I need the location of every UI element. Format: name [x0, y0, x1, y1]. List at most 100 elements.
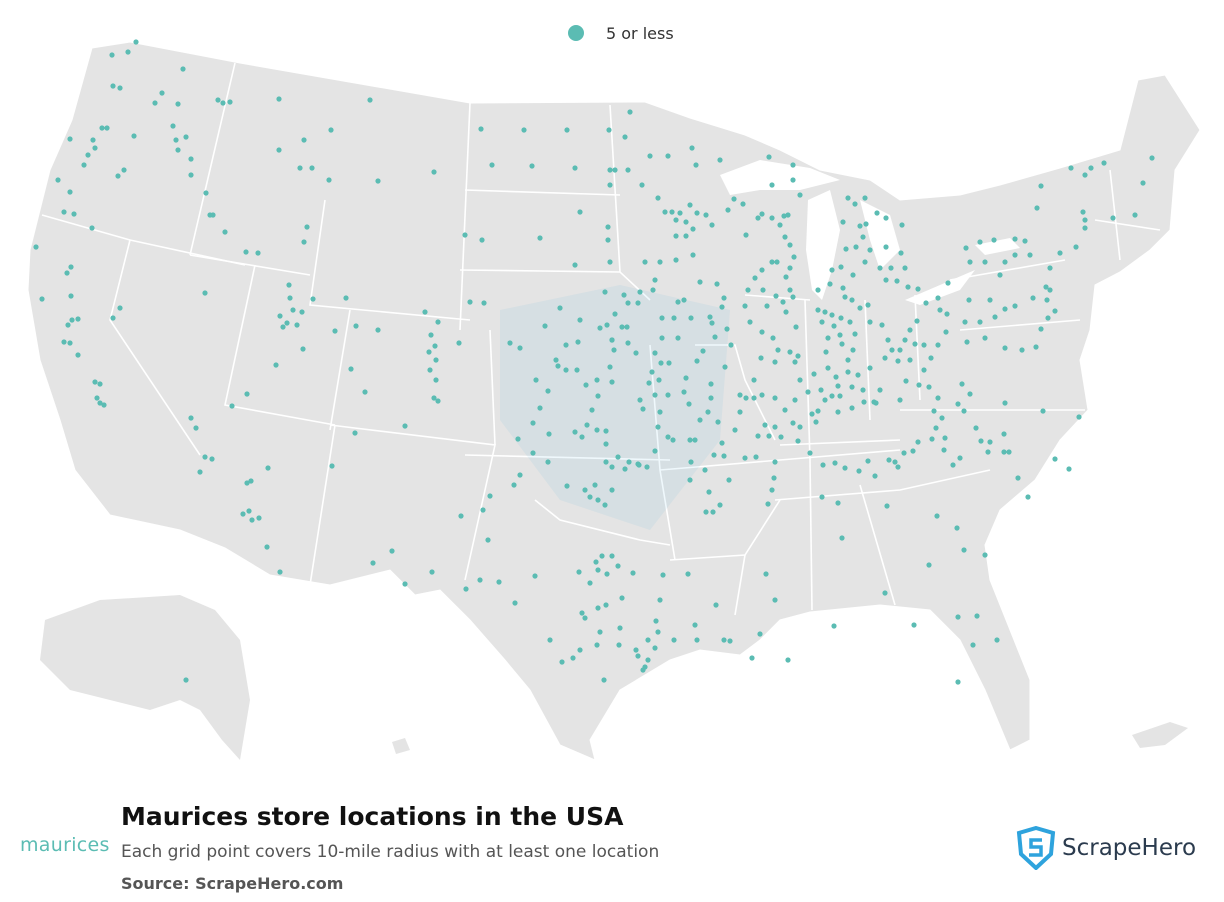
store-location-dot — [778, 434, 784, 440]
store-location-dot — [121, 167, 127, 173]
store-location-dot — [962, 319, 968, 325]
store-location-dot — [639, 182, 645, 188]
store-location-dot — [511, 482, 517, 488]
store-location-dot — [903, 378, 909, 384]
store-location-dot — [609, 553, 615, 559]
store-location-dot — [427, 367, 433, 373]
store-location-dot — [825, 365, 831, 371]
store-location-dot — [882, 355, 888, 361]
store-location-dot — [485, 537, 491, 543]
store-location-dot — [627, 109, 633, 115]
store-location-dot — [773, 293, 779, 299]
store-location-dot — [67, 189, 73, 195]
store-location-dot — [883, 244, 889, 250]
store-location-dot — [33, 244, 39, 250]
store-location-dot — [203, 190, 209, 196]
store-location-dot — [645, 657, 651, 663]
store-location-dot — [94, 395, 100, 401]
store-location-dot — [599, 553, 605, 559]
store-location-dot — [597, 325, 603, 331]
store-location-dot — [760, 287, 766, 293]
store-location-dot — [173, 137, 179, 143]
store-location-dot — [248, 478, 254, 484]
store-location-dot — [939, 415, 945, 421]
store-location-dot — [688, 459, 694, 465]
store-location-dot — [630, 570, 636, 576]
store-location-dot — [159, 90, 165, 96]
store-location-dot — [529, 163, 535, 169]
store-location-dot — [978, 438, 984, 444]
store-location-dot — [615, 454, 621, 460]
store-location-dot — [65, 322, 71, 328]
store-location-dot — [589, 407, 595, 413]
store-location-dot — [853, 244, 859, 250]
store-location-dot — [772, 359, 778, 365]
store-location-dot — [921, 342, 927, 348]
store-location-dot — [175, 147, 181, 153]
store-location-dot — [227, 99, 233, 105]
store-location-dot — [617, 625, 623, 631]
store-location-dot — [726, 477, 732, 483]
store-location-dot — [897, 397, 903, 403]
store-location-dot — [994, 637, 1000, 643]
store-location-dot — [755, 433, 761, 439]
store-location-dot — [842, 294, 848, 300]
store-location-dot — [797, 424, 803, 430]
store-location-dot — [604, 571, 610, 577]
store-location-dot — [692, 437, 698, 443]
store-location-dot — [75, 352, 81, 358]
store-location-dot — [202, 454, 208, 460]
store-location-dot — [688, 315, 694, 321]
store-location-dot — [640, 406, 646, 412]
store-location-dot — [931, 408, 937, 414]
store-location-dot — [594, 427, 600, 433]
store-location-dot — [75, 316, 81, 322]
store-location-dot — [822, 309, 828, 315]
source-text: Source: ScrapeHero.com — [121, 874, 344, 893]
store-location-dot — [68, 264, 74, 270]
store-location-dot — [432, 343, 438, 349]
store-location-dot — [175, 101, 181, 107]
store-location-dot — [895, 358, 901, 364]
store-location-dot — [765, 501, 771, 507]
store-location-dot — [1140, 180, 1146, 186]
store-location-dot — [832, 460, 838, 466]
store-location-dot — [907, 327, 913, 333]
store-location-dot — [749, 655, 755, 661]
store-location-dot — [625, 167, 631, 173]
store-location-dot — [348, 366, 354, 372]
store-location-dot — [838, 315, 844, 321]
store-location-dot — [478, 126, 484, 132]
store-location-dot — [813, 419, 819, 425]
store-location-dot — [935, 342, 941, 348]
store-location-dot — [653, 618, 659, 624]
store-location-dot — [759, 329, 765, 335]
store-location-dot — [343, 295, 349, 301]
store-location-dot — [229, 403, 235, 409]
store-location-dot — [1044, 297, 1050, 303]
store-location-dot — [666, 360, 672, 366]
store-location-dot — [882, 590, 888, 596]
contiguous-us-landmass — [27, 41, 1201, 761]
store-location-dot — [987, 439, 993, 445]
store-location-dot — [530, 420, 536, 426]
store-location-dot — [463, 586, 469, 592]
store-location-dot — [92, 145, 98, 151]
store-location-dot — [1001, 449, 1007, 455]
store-location-dot — [607, 182, 613, 188]
store-location-dot — [563, 342, 569, 348]
lake-ontario — [975, 238, 1020, 255]
store-location-dot — [759, 392, 765, 398]
store-location-dot — [815, 307, 821, 313]
store-location-dot — [675, 335, 681, 341]
store-location-dot — [929, 436, 935, 442]
store-location-dot — [603, 441, 609, 447]
store-location-dot — [612, 167, 618, 173]
store-location-dot — [429, 569, 435, 575]
store-location-dot — [694, 637, 700, 643]
store-location-dot — [790, 177, 796, 183]
store-location-dot — [301, 239, 307, 245]
store-location-dot — [606, 127, 612, 133]
store-location-dot — [152, 100, 158, 106]
store-location-dot — [1149, 155, 1155, 161]
